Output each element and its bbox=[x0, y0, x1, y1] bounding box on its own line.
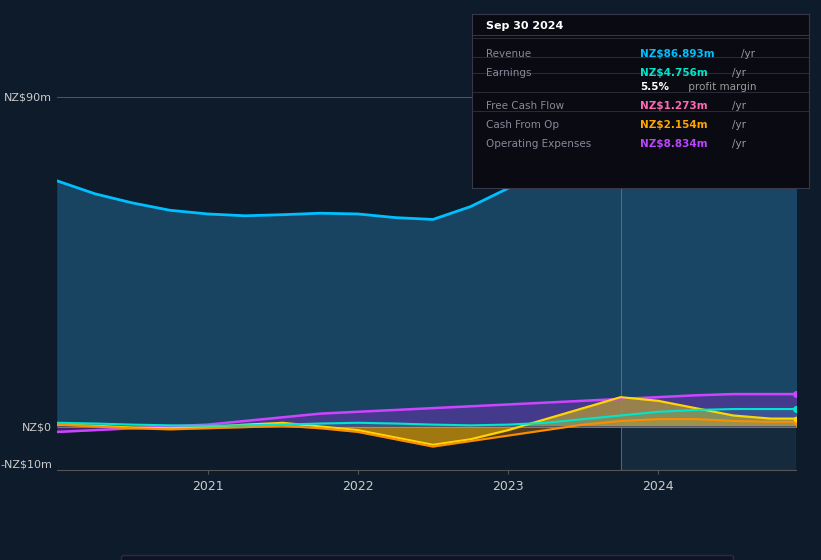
Text: /yr: /yr bbox=[732, 68, 746, 78]
Text: Sep 30 2024: Sep 30 2024 bbox=[485, 21, 563, 31]
Legend: Revenue, Earnings, Free Cash Flow, Cash From Op, Operating Expenses: Revenue, Earnings, Free Cash Flow, Cash … bbox=[122, 555, 732, 560]
Bar bbox=[621, 78, 796, 470]
Text: /yr: /yr bbox=[732, 139, 746, 149]
Text: Revenue: Revenue bbox=[485, 49, 530, 59]
Text: Operating Expenses: Operating Expenses bbox=[485, 139, 591, 149]
Text: Free Cash Flow: Free Cash Flow bbox=[485, 101, 564, 111]
Text: 5.5%: 5.5% bbox=[640, 82, 669, 92]
Text: NZ$1.273m: NZ$1.273m bbox=[640, 101, 708, 111]
Text: profit margin: profit margin bbox=[685, 82, 756, 92]
Text: NZ$8.834m: NZ$8.834m bbox=[640, 139, 708, 149]
Text: Earnings: Earnings bbox=[485, 68, 531, 78]
Text: NZ$2.154m: NZ$2.154m bbox=[640, 120, 708, 130]
Text: NZ$4.756m: NZ$4.756m bbox=[640, 68, 709, 78]
Text: /yr: /yr bbox=[732, 120, 746, 130]
Text: /yr: /yr bbox=[741, 49, 755, 59]
Text: /yr: /yr bbox=[732, 101, 746, 111]
Text: NZ$86.893m: NZ$86.893m bbox=[640, 49, 715, 59]
Text: Cash From Op: Cash From Op bbox=[485, 120, 558, 130]
